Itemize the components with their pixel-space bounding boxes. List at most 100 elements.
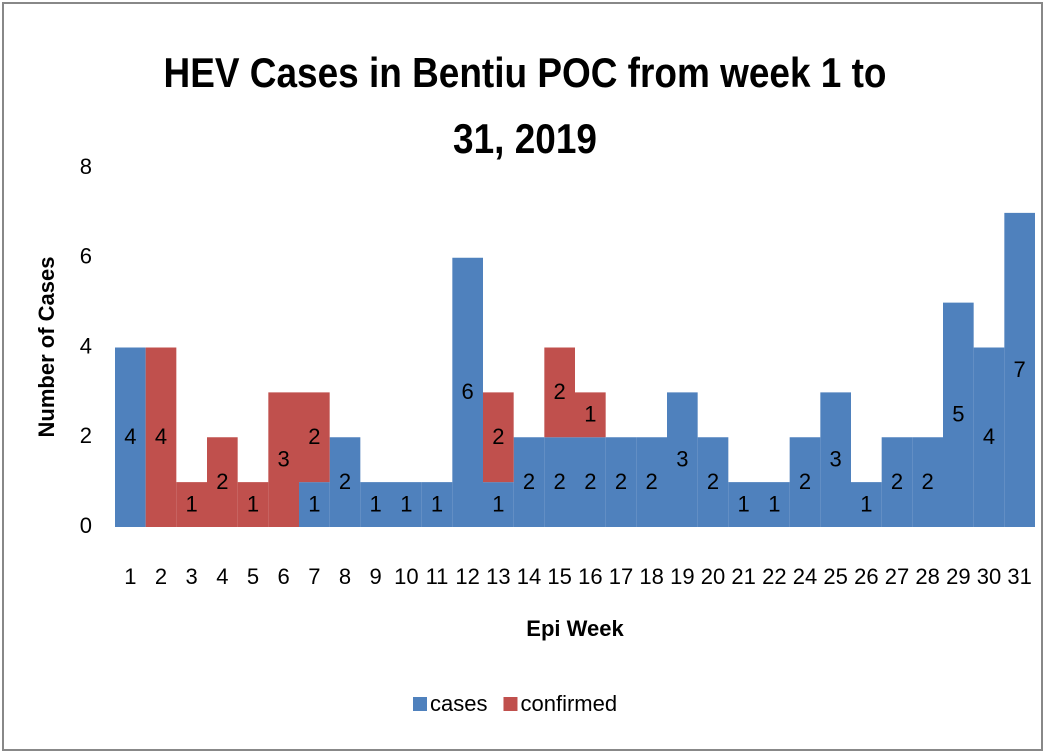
bar xyxy=(237,482,269,527)
data-label: 2 xyxy=(615,469,627,494)
data-label: 2 xyxy=(308,424,320,449)
bar xyxy=(575,392,606,438)
y-tick-label: 4 xyxy=(80,333,92,358)
data-label: 1 xyxy=(431,491,443,516)
x-tick-label: 8 xyxy=(339,564,351,589)
data-label: 2 xyxy=(554,469,566,494)
data-label: 2 xyxy=(922,469,934,494)
bar xyxy=(728,482,759,527)
x-tick-label: 6 xyxy=(278,564,290,589)
x-tick-label: 31 xyxy=(1007,564,1031,589)
data-label: 1 xyxy=(768,491,780,516)
y-tick-label: 6 xyxy=(80,244,92,269)
y-tick-label: 8 xyxy=(80,154,92,179)
data-label: 5 xyxy=(952,402,964,427)
x-tick-label: 16 xyxy=(578,564,602,589)
data-label: 2 xyxy=(492,424,504,449)
x-tick-label: 5 xyxy=(247,564,259,589)
bar xyxy=(1004,212,1035,527)
x-tick-label: 28 xyxy=(915,564,939,589)
bar xyxy=(176,482,207,527)
data-label: 4 xyxy=(155,424,167,449)
x-tick-label: 12 xyxy=(455,564,479,589)
y-tick-label: 2 xyxy=(80,423,92,448)
legend-label: confirmed xyxy=(520,691,617,716)
bar xyxy=(207,437,238,527)
x-tick-label: 24 xyxy=(793,564,817,589)
data-label: 2 xyxy=(554,379,566,404)
x-tick-label: 7 xyxy=(308,564,320,589)
bar xyxy=(636,437,667,527)
data-label: 4 xyxy=(124,424,136,449)
bar xyxy=(851,482,882,527)
data-label: 6 xyxy=(462,379,474,404)
bar xyxy=(605,437,637,527)
data-label: 2 xyxy=(216,469,228,494)
x-tick-label: 15 xyxy=(547,564,571,589)
bar xyxy=(544,437,575,527)
bar xyxy=(544,347,575,438)
y-tick-label: 0 xyxy=(80,513,92,538)
x-tick-label: 9 xyxy=(370,564,382,589)
data-label: 1 xyxy=(370,491,382,516)
data-label: 7 xyxy=(1014,357,1026,382)
bar xyxy=(299,482,330,527)
bar xyxy=(145,347,177,527)
x-tick-label: 17 xyxy=(609,564,633,589)
data-label: 1 xyxy=(860,491,872,516)
x-tick-label: 18 xyxy=(639,564,663,589)
bar xyxy=(299,392,330,483)
data-label: 4 xyxy=(983,424,995,449)
data-label: 2 xyxy=(523,469,535,494)
bar xyxy=(421,482,453,527)
legend-label: cases xyxy=(430,691,487,716)
y-axis-label: Number of Cases xyxy=(34,257,59,438)
bar xyxy=(881,437,913,527)
x-tick-label: 19 xyxy=(670,564,694,589)
bar xyxy=(789,437,821,527)
data-label: 1 xyxy=(492,491,504,516)
bar xyxy=(115,347,146,527)
x-axis-label: Epi Week xyxy=(526,616,624,641)
bar xyxy=(973,347,1005,527)
bar xyxy=(360,482,391,527)
bar xyxy=(329,437,361,527)
x-tick-label: 4 xyxy=(216,564,228,589)
x-tick-label: 25 xyxy=(823,564,847,589)
data-label: 3 xyxy=(830,447,842,472)
data-label: 3 xyxy=(676,447,688,472)
bar xyxy=(820,392,851,527)
x-tick-label: 21 xyxy=(731,564,755,589)
x-tick-label: 14 xyxy=(517,564,541,589)
bar xyxy=(513,437,545,527)
bar xyxy=(943,302,974,527)
bar xyxy=(483,392,514,483)
x-tick-label: 30 xyxy=(977,564,1001,589)
bar xyxy=(483,482,514,527)
data-label: 1 xyxy=(400,491,412,516)
data-label: 1 xyxy=(247,491,259,516)
data-label: 1 xyxy=(308,491,320,516)
bar xyxy=(268,392,299,527)
data-label: 2 xyxy=(646,469,658,494)
data-label: 1 xyxy=(186,491,198,516)
x-tick-label: 10 xyxy=(394,564,418,589)
x-tick-label: 26 xyxy=(854,564,878,589)
x-tick-label: 11 xyxy=(426,564,449,589)
bar xyxy=(759,482,790,527)
data-label: 3 xyxy=(278,447,290,472)
x-tick-label: 27 xyxy=(885,564,909,589)
data-label: 2 xyxy=(707,469,719,494)
data-label: 2 xyxy=(891,469,903,494)
bar xyxy=(667,392,698,527)
bar xyxy=(912,437,943,527)
x-tick-label: 3 xyxy=(186,564,198,589)
x-tick-label: 1 xyxy=(124,564,136,589)
bar xyxy=(391,482,422,527)
legend-swatch xyxy=(413,697,427,711)
data-label: 1 xyxy=(738,491,750,516)
data-label: 2 xyxy=(339,469,351,494)
chart-title: HEV Cases in Bentiu POC from week 1 to 3… xyxy=(163,49,887,162)
